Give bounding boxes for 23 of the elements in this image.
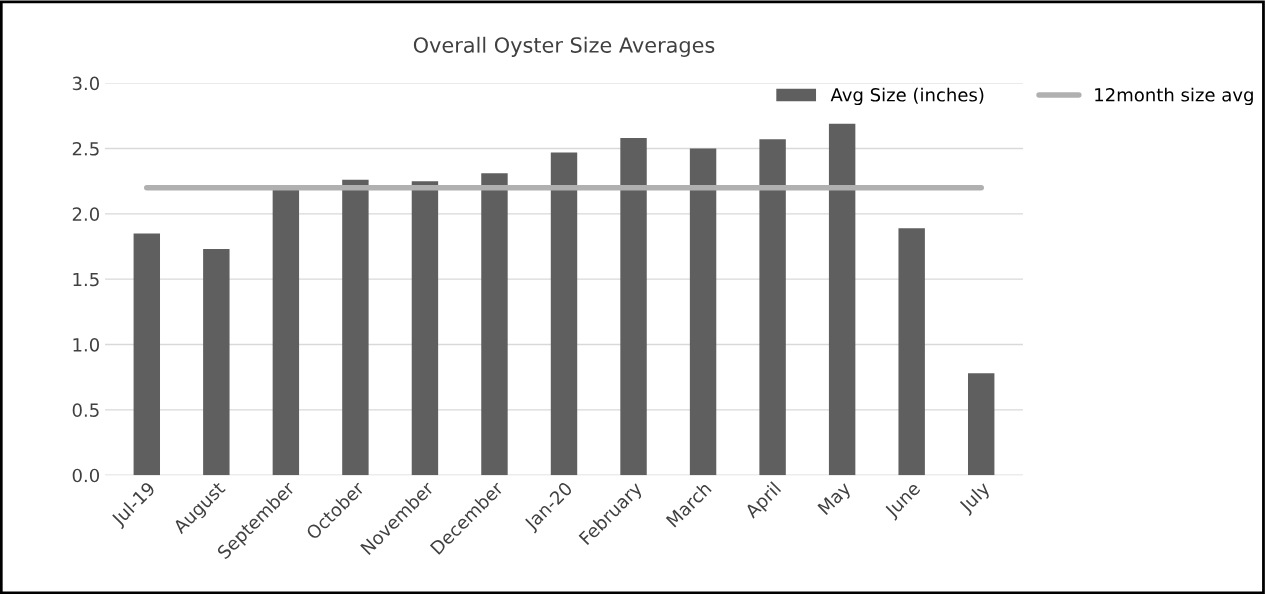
bar xyxy=(550,152,578,476)
bar xyxy=(620,138,647,476)
bar xyxy=(759,139,786,476)
bar xyxy=(481,173,508,476)
y-tick-label: 1.5 xyxy=(73,272,99,287)
bar xyxy=(133,233,161,476)
y-tick-label: 1.0 xyxy=(73,337,100,352)
y-tick-label: 2.5 xyxy=(72,141,99,156)
bar xyxy=(272,187,300,476)
y-tick-label: 3.0 xyxy=(72,76,100,91)
bar xyxy=(411,181,439,476)
y-tick-label: 2.0 xyxy=(72,207,100,221)
bar xyxy=(689,148,717,476)
bar xyxy=(203,249,230,476)
bar xyxy=(898,228,925,476)
chart-title: Overall Oyster Size Averages xyxy=(413,36,715,57)
bar xyxy=(342,179,369,476)
legend-label: 12month size avg xyxy=(1095,87,1253,106)
bar xyxy=(968,373,995,476)
y-tick-label: 0.0 xyxy=(72,468,100,483)
bar xyxy=(828,123,856,476)
y-tick-label: 0.5 xyxy=(72,403,99,417)
legend-label: Avg Size (inches) xyxy=(830,87,984,106)
